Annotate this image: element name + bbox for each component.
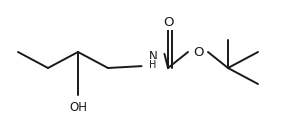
Text: O: O <box>193 46 203 59</box>
Text: OH: OH <box>69 101 87 114</box>
Text: H: H <box>149 60 157 70</box>
Text: N: N <box>149 49 157 63</box>
Text: O: O <box>163 15 173 29</box>
